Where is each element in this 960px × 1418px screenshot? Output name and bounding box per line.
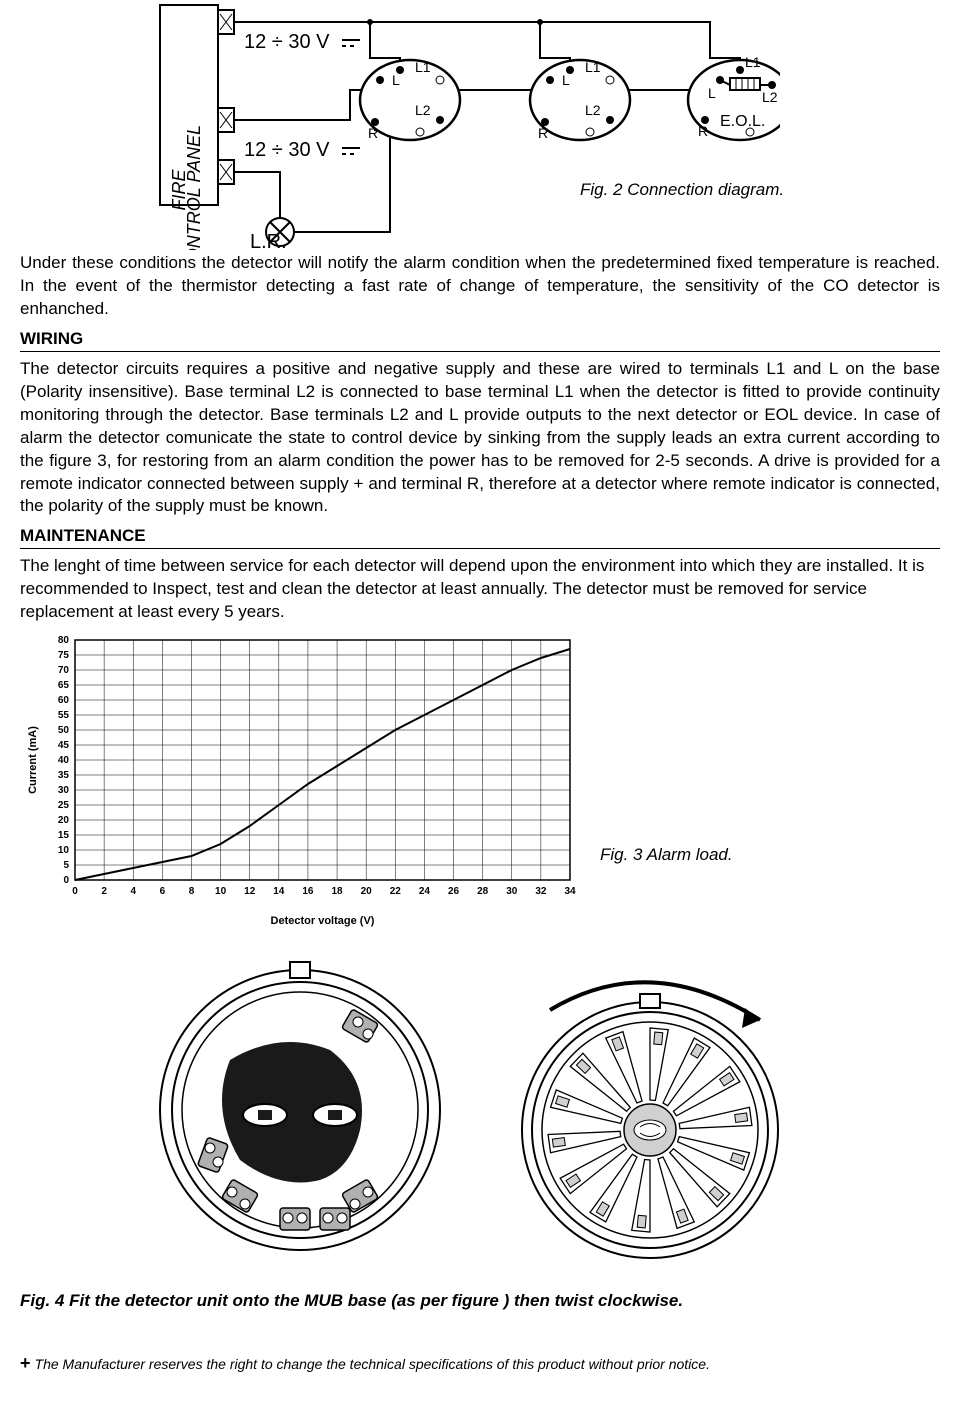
svg-text:L1: L1 <box>415 59 431 75</box>
maintenance-rule <box>20 548 940 549</box>
voltage-label-bottom: 12 ÷ 30 V <box>244 139 330 161</box>
svg-text:28: 28 <box>477 886 489 897</box>
eol-label: E.O.L. <box>720 113 765 130</box>
svg-text:30: 30 <box>506 886 518 897</box>
svg-text:50: 50 <box>58 725 70 736</box>
fig3-caption: Fig. 3 Alarm load. <box>600 845 733 865</box>
svg-text:30: 30 <box>58 785 70 796</box>
svg-text:L: L <box>392 72 400 88</box>
lr-label: L.R. <box>250 231 287 250</box>
svg-text:60: 60 <box>58 695 70 706</box>
svg-text:32: 32 <box>535 886 547 897</box>
svg-text:8: 8 <box>189 886 195 897</box>
svg-text:L: L <box>562 72 570 88</box>
svg-text:Detector voltage (V): Detector voltage (V) <box>271 915 375 927</box>
fig4-diagram <box>20 960 940 1260</box>
svg-text:25: 25 <box>58 800 70 811</box>
svg-text:R: R <box>368 125 378 141</box>
svg-text:34: 34 <box>564 886 576 897</box>
voltage-label-top: 12 ÷ 30 V <box>244 31 330 53</box>
maintenance-text: The lenght of time between service for e… <box>20 555 940 624</box>
svg-text:0: 0 <box>72 886 78 897</box>
svg-text:6: 6 <box>160 886 166 897</box>
maintenance-title: MAINTENANCE <box>20 526 940 546</box>
svg-text:L2: L2 <box>762 89 778 105</box>
svg-text:26: 26 <box>448 886 460 897</box>
svg-text:20: 20 <box>58 815 70 826</box>
svg-text:16: 16 <box>302 886 314 897</box>
svg-text:45: 45 <box>58 740 70 751</box>
svg-text:L: L <box>708 85 716 101</box>
svg-text:80: 80 <box>58 635 70 646</box>
alarm-load-chart: 0246810121416182022242628303234051015202… <box>20 630 580 930</box>
wiring-rule <box>20 351 940 352</box>
svg-text:0: 0 <box>63 875 69 886</box>
svg-text:CONTROL PANEL: CONTROL PANEL <box>184 125 204 250</box>
svg-text:40: 40 <box>58 755 70 766</box>
svg-text:Current (mA): Current (mA) <box>27 726 39 794</box>
svg-text:35: 35 <box>58 770 70 781</box>
wiring-text: The detector circuits requires a positiv… <box>20 358 940 519</box>
svg-text:L2: L2 <box>415 102 431 118</box>
svg-text:20: 20 <box>361 886 373 897</box>
svg-text:12: 12 <box>244 886 256 897</box>
intro-paragraph: Under these conditions the detector will… <box>20 252 940 321</box>
svg-text:L1: L1 <box>585 59 601 75</box>
svg-text:65: 65 <box>58 680 70 691</box>
fig4-caption: Fig. 4 Fig. 4 Fit the detector unit onto… <box>20 1290 940 1313</box>
svg-text:L2: L2 <box>585 102 601 118</box>
fig4-caption-text: Fit the detector unit onto the MUB base … <box>69 1291 683 1310</box>
svg-text:10: 10 <box>215 886 227 897</box>
svg-text:R: R <box>538 125 548 141</box>
svg-text:18: 18 <box>331 886 343 897</box>
svg-text:2: 2 <box>101 886 107 897</box>
footnote: +The Manufacturer reserves the right to … <box>20 1353 940 1374</box>
svg-text:L1: L1 <box>745 54 761 70</box>
connection-diagram: FIRE CONTROL PANEL 12 ÷ 30 V 12 ÷ 30 V <box>20 0 780 250</box>
svg-text:R: R <box>698 123 708 139</box>
svg-text:75: 75 <box>58 650 70 661</box>
svg-text:4: 4 <box>130 886 136 897</box>
svg-text:14: 14 <box>273 886 285 897</box>
wiring-title: WIRING <box>20 329 940 349</box>
svg-text:5: 5 <box>63 860 69 871</box>
svg-text:10: 10 <box>58 845 70 856</box>
svg-text:24: 24 <box>419 886 431 897</box>
svg-text:70: 70 <box>58 665 70 676</box>
svg-text:22: 22 <box>390 886 402 897</box>
svg-text:15: 15 <box>58 830 70 841</box>
svg-text:55: 55 <box>58 710 70 721</box>
fig2-caption: Fig. 2 Connection diagram. <box>580 180 784 199</box>
